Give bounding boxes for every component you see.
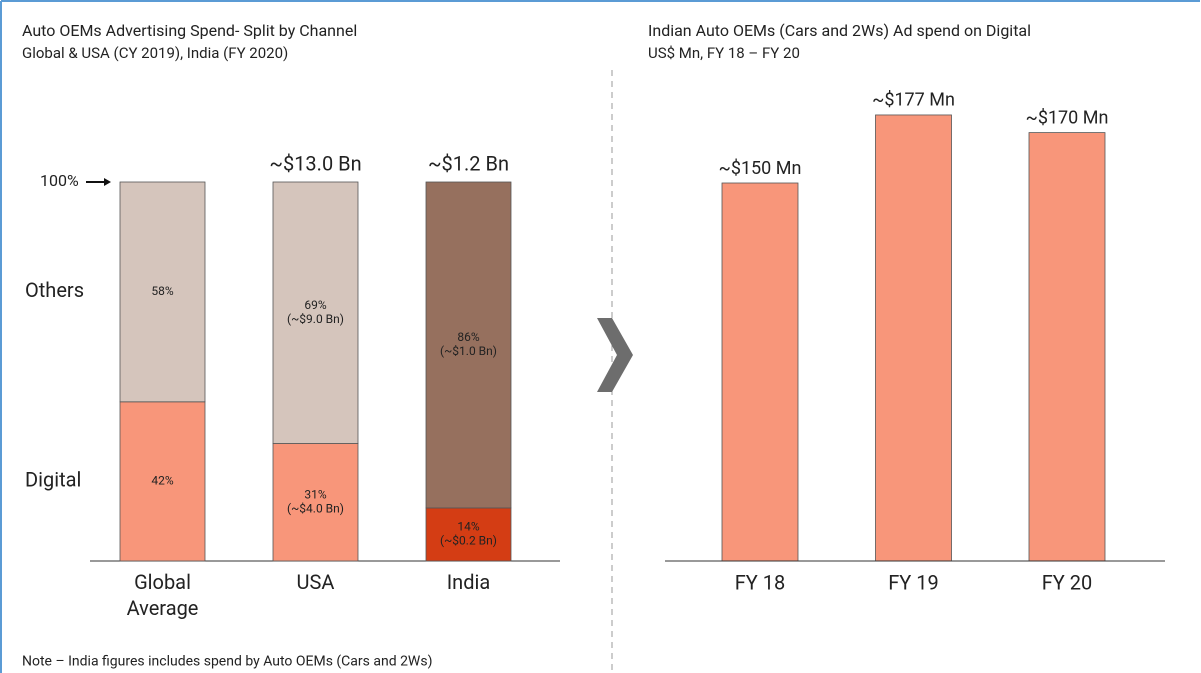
bar-segment [425,507,512,562]
total-label: ~$13.0 Bn [269,151,361,175]
value-label: 31% (~$4.0 Bn) [287,487,344,515]
value-label: 42% [151,474,173,488]
x-tick-label: FY 19 [888,570,939,594]
bar-segment [425,181,512,509]
bar [1028,132,1106,562]
bar-segment [119,181,206,403]
value-label: ~$150 Mn [719,158,802,179]
chart-title: Indian Auto OEMs (Cars and 2Ws) Ad spend… [648,21,1031,40]
bar [721,182,799,562]
value-label: 86% (~$1.0 Bn) [440,330,497,358]
series-label: Others [25,278,84,302]
chart-subtitle: Global & USA (CY 2019), India (FY 2020) [22,44,288,62]
chart-subtitle: US$ Mn, FY 18 – FY 20 [648,44,800,62]
x-tick-label: FY 20 [1042,570,1093,594]
x-tick-label: FY 18 [735,570,786,594]
x-tick-label: Global Average [127,570,199,620]
tick-arrow-head [104,178,111,186]
value-label: ~$177 Mn [872,90,955,111]
bar-segment [272,443,359,562]
value-label: 58% [151,284,173,298]
x-tick-label: India [447,570,491,594]
value-label: 14% (~$0.2 Bn) [440,520,497,548]
note: Note – India figures includes spend by A… [22,654,432,670]
total-label: ~$1.2 Bn [428,151,509,175]
bar-segment [272,181,359,444]
bar-segment [119,401,206,562]
value-label: 69% (~$9.0 Bn) [287,298,344,326]
value-label: ~$170 Mn [1026,107,1109,128]
y-tick-label: 100% [40,171,79,190]
x-tick-label: USA [297,570,335,594]
series-label: Digital [25,468,81,492]
chart-title: Auto OEMs Advertising Spend- Split by Ch… [22,21,357,40]
bar [875,114,952,562]
chevron [597,318,633,392]
